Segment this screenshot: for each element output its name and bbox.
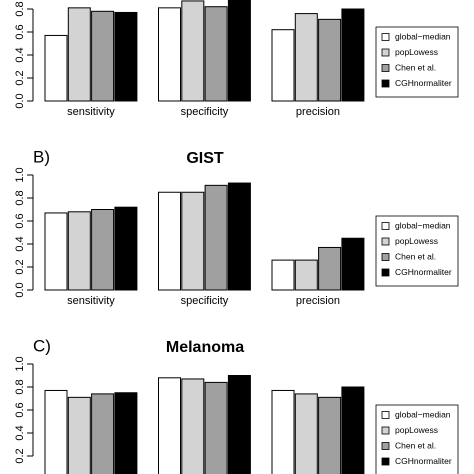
bar (341, 386, 365, 474)
x-tick-label: precision (296, 295, 340, 307)
bar (114, 206, 138, 291)
legend-label: global−median (395, 31, 451, 41)
bar (341, 8, 365, 102)
y-tick-label: 1.0 (14, 167, 26, 182)
legend-swatch (381, 222, 390, 230)
y-tick-label: 0.0 (14, 282, 26, 297)
bar (67, 211, 91, 291)
legend-label: CGHnormaliter (395, 456, 452, 466)
bar (341, 237, 365, 291)
y-tick-label: 0.2 (14, 70, 26, 85)
bar (271, 389, 295, 474)
legend-label: global−median (395, 409, 451, 419)
x-tick-label: specificity (181, 106, 229, 118)
legend-swatch (381, 48, 390, 57)
y-tick-label: 0.6 (14, 24, 26, 39)
legend-swatch (381, 426, 390, 435)
bar (181, 378, 205, 474)
legend-swatch (381, 457, 390, 466)
legend-swatch (381, 237, 390, 246)
bar (114, 392, 138, 474)
bar (294, 393, 318, 474)
legend-label: CGHnormaliter (395, 267, 452, 277)
y-tick-label: 0.6 (14, 213, 26, 228)
legend-swatch (381, 33, 390, 41)
bar (294, 13, 318, 102)
y-tick-label: 0.2 (14, 448, 26, 463)
bar (181, 191, 205, 291)
bar (204, 184, 228, 291)
bar (67, 7, 91, 102)
bar (294, 259, 318, 291)
legend-swatch (381, 64, 390, 72)
legend-label: popLowess (395, 47, 438, 57)
bar (158, 377, 181, 474)
bar (91, 209, 115, 291)
y-tick-label: 0.8 (14, 190, 26, 205)
legend-swatch (381, 253, 390, 261)
bar (44, 212, 68, 291)
bar (158, 7, 181, 102)
legend-label: CGHnormaliter (395, 78, 452, 88)
x-tick-label: sensitivity (67, 106, 115, 118)
legend-box (375, 26, 459, 98)
y-tick-label: 0.4 (14, 236, 26, 251)
y-tick-label: 0.8 (14, 1, 26, 16)
legend-label: popLowess (395, 425, 438, 435)
legend-swatch (381, 411, 390, 419)
legend-label: Chen et al. (395, 440, 436, 450)
bar (271, 259, 295, 291)
bar (67, 396, 91, 474)
panel-label: B) (33, 147, 50, 166)
legend-swatch (381, 79, 390, 88)
legend-box (375, 215, 459, 287)
bar (91, 10, 115, 102)
legend-box (375, 404, 459, 474)
panel-label: C) (33, 336, 51, 355)
y-tick-label: 0.4 (14, 47, 26, 62)
bar (318, 246, 342, 291)
bar (227, 182, 251, 291)
legend-swatch (381, 268, 390, 277)
bar (271, 29, 295, 102)
bar (227, 0, 251, 102)
legend-label: Chen et al. (395, 251, 436, 261)
bar (204, 381, 228, 474)
legend-label: global−median (395, 220, 451, 230)
bar (114, 11, 138, 102)
bar (318, 396, 342, 474)
bar (181, 0, 205, 102)
chart-title: Melanoma (166, 339, 244, 356)
bar (91, 393, 115, 474)
bar (44, 389, 68, 474)
bar (227, 375, 251, 474)
legend-label: Chen et al. (395, 62, 436, 72)
x-tick-label: precision (296, 106, 340, 118)
y-tick-label: 0.6 (14, 402, 26, 417)
bar (44, 34, 68, 102)
x-tick-label: specificity (181, 295, 229, 307)
legend-label: popLowess (395, 236, 438, 246)
y-tick-label: 1.0 (14, 356, 26, 371)
y-tick-label: 0.8 (14, 379, 26, 394)
bar (158, 191, 181, 291)
bar (204, 6, 228, 102)
chart-title: GIST (186, 150, 224, 167)
x-tick-label: sensitivity (67, 295, 115, 307)
y-tick-label: 0.0 (14, 93, 26, 108)
legend-swatch (381, 442, 390, 450)
bar (318, 18, 342, 102)
y-tick-label: 0.4 (14, 425, 26, 440)
y-tick-label: 0.2 (14, 259, 26, 274)
